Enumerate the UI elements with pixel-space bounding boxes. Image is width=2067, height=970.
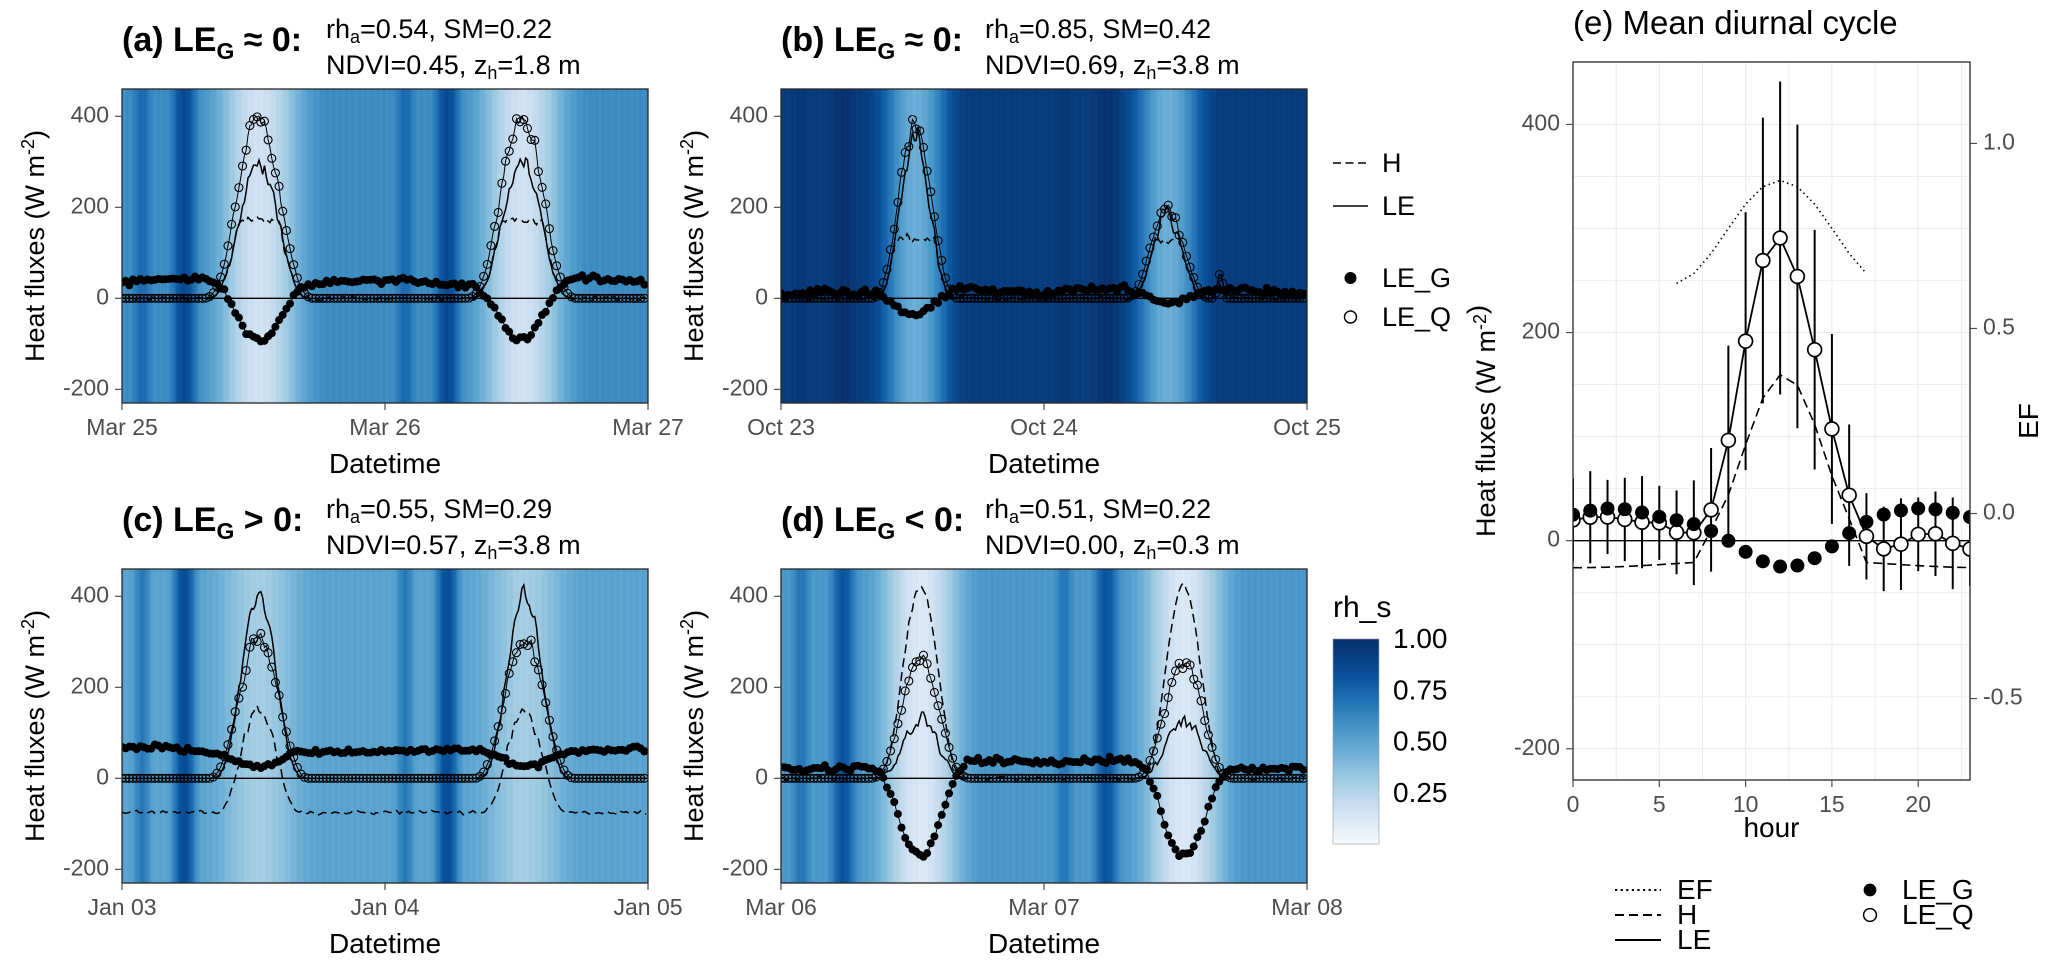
svg-text:0.5: 0.5 xyxy=(1983,313,2015,339)
svg-text:Jan 05: Jan 05 xyxy=(613,894,682,920)
svg-text:0.75: 0.75 xyxy=(1393,674,1448,705)
svg-text:0.25: 0.25 xyxy=(1393,777,1448,808)
svg-text:Mar 27: Mar 27 xyxy=(612,414,684,440)
svg-text:NDVI=0.00, zh=0.3 m: NDVI=0.00, zh=0.3 m xyxy=(985,530,1240,563)
svg-text:0: 0 xyxy=(1547,526,1560,552)
svg-text:Datetime: Datetime xyxy=(329,448,441,479)
svg-text:Heat fluxes (W m-2): Heat fluxes (W m-2) xyxy=(677,130,709,362)
svg-text:-200: -200 xyxy=(722,374,768,400)
svg-text:rha=0.54, SM=0.22: rha=0.54, SM=0.22 xyxy=(326,14,552,47)
svg-text:Mar 08: Mar 08 xyxy=(1271,894,1343,920)
svg-text:400: 400 xyxy=(1522,109,1560,135)
svg-text:Mar 06: Mar 06 xyxy=(745,894,817,920)
svg-text:-200: -200 xyxy=(63,854,109,880)
svg-text:-200: -200 xyxy=(722,854,768,880)
svg-text:400: 400 xyxy=(71,101,109,127)
svg-text:1.00: 1.00 xyxy=(1393,623,1448,654)
svg-text:H: H xyxy=(1382,148,1402,178)
svg-text:1.0: 1.0 xyxy=(1983,128,2015,154)
svg-text:Oct 25: Oct 25 xyxy=(1273,414,1341,440)
svg-text:rha=0.85, SM=0.42: rha=0.85, SM=0.42 xyxy=(985,14,1211,47)
svg-text:Oct 23: Oct 23 xyxy=(747,414,815,440)
svg-text:0.50: 0.50 xyxy=(1393,726,1448,757)
svg-text:(d) LEG < 0:: (d) LEG < 0: xyxy=(781,501,964,544)
svg-text:EF: EF xyxy=(2013,403,2044,439)
svg-text:Heat fluxes (W m-2): Heat fluxes (W m-2) xyxy=(677,610,709,842)
svg-text:Jan 03: Jan 03 xyxy=(87,894,156,920)
svg-text:rha=0.51, SM=0.22: rha=0.51, SM=0.22 xyxy=(985,494,1211,527)
svg-text:0: 0 xyxy=(96,283,109,309)
svg-text:NDVI=0.57, zh=3.8 m: NDVI=0.57, zh=3.8 m xyxy=(326,530,581,563)
svg-text:200: 200 xyxy=(730,672,768,698)
svg-text:15: 15 xyxy=(1819,791,1845,817)
svg-text:Heat fluxes (W m-2): Heat fluxes (W m-2) xyxy=(18,130,50,362)
svg-text:NDVI=0.69, zh=3.8 m: NDVI=0.69, zh=3.8 m xyxy=(985,50,1240,83)
svg-text:hour: hour xyxy=(1743,812,1799,843)
svg-text:0: 0 xyxy=(755,283,768,309)
svg-text:Datetime: Datetime xyxy=(988,448,1100,479)
svg-text:Datetime: Datetime xyxy=(988,928,1100,959)
svg-text:Mar 07: Mar 07 xyxy=(1008,894,1080,920)
svg-text:LE_G: LE_G xyxy=(1382,263,1451,293)
svg-text:Mar 26: Mar 26 xyxy=(349,414,421,440)
svg-text:LE_Q: LE_Q xyxy=(1902,899,1974,930)
svg-text:0: 0 xyxy=(1567,791,1580,817)
svg-text:5: 5 xyxy=(1653,791,1666,817)
svg-text:-200: -200 xyxy=(63,374,109,400)
svg-text:400: 400 xyxy=(71,581,109,607)
svg-text:(e) Mean diurnal cycle: (e) Mean diurnal cycle xyxy=(1573,4,1898,41)
svg-text:Jan 04: Jan 04 xyxy=(350,894,419,920)
svg-text:400: 400 xyxy=(730,581,768,607)
svg-text:Datetime: Datetime xyxy=(329,928,441,959)
svg-text:20: 20 xyxy=(1905,791,1931,817)
svg-text:Oct 24: Oct 24 xyxy=(1010,414,1078,440)
svg-text:200: 200 xyxy=(71,672,109,698)
svg-text:-200: -200 xyxy=(1514,734,1560,760)
svg-text:400: 400 xyxy=(730,101,768,127)
svg-text:rh_s: rh_s xyxy=(1333,591,1391,624)
svg-text:Mar 25: Mar 25 xyxy=(86,414,158,440)
svg-text:0: 0 xyxy=(96,763,109,789)
svg-text:Heat fluxes (W m-2): Heat fluxes (W m-2) xyxy=(18,610,50,842)
svg-text:(b) LEG ≈ 0:: (b) LEG ≈ 0: xyxy=(781,21,963,64)
svg-text:LE: LE xyxy=(1677,924,1711,955)
svg-text:200: 200 xyxy=(71,192,109,218)
svg-text:(a) LEG ≈ 0:: (a) LEG ≈ 0: xyxy=(122,21,302,64)
svg-text:rha=0.55, SM=0.29: rha=0.55, SM=0.29 xyxy=(326,494,552,527)
svg-text:0.0: 0.0 xyxy=(1983,499,2015,525)
svg-text:-0.5: -0.5 xyxy=(1983,684,2023,710)
svg-text:200: 200 xyxy=(730,192,768,218)
svg-text:LE: LE xyxy=(1382,191,1415,221)
svg-text:NDVI=0.45, zh=1.8 m: NDVI=0.45, zh=1.8 m xyxy=(326,50,581,83)
svg-text:LE_Q: LE_Q xyxy=(1382,302,1451,332)
svg-text:(c) LEG > 0:: (c) LEG > 0: xyxy=(122,501,303,544)
svg-text:0: 0 xyxy=(755,763,768,789)
svg-text:200: 200 xyxy=(1522,318,1560,344)
